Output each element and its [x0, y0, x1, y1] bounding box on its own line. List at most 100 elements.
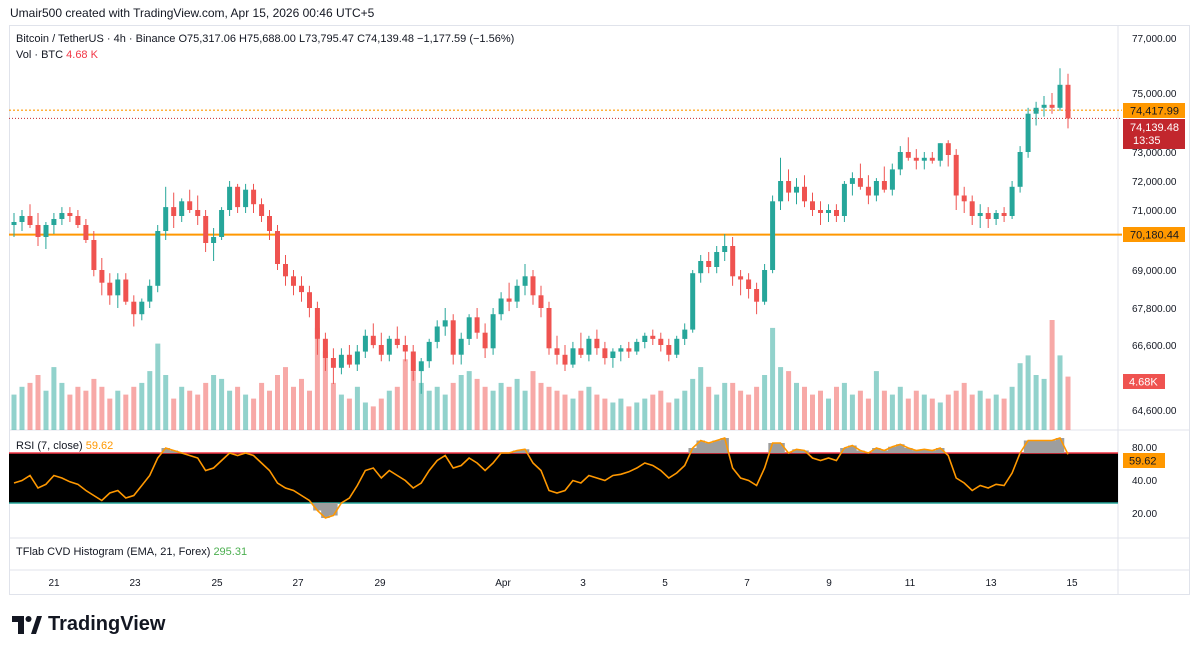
- volume-bar: [849, 394, 855, 430]
- tradingview-logo[interactable]: TradingView: [12, 613, 165, 636]
- volume-bar: [418, 382, 424, 430]
- candle: [51, 213, 57, 234]
- volume-bar: [754, 386, 760, 430]
- volume-bar: [921, 394, 927, 430]
- volume-bar: [586, 386, 592, 430]
- candle: [690, 270, 696, 333]
- candle: [754, 282, 760, 315]
- volume-bar: [658, 390, 664, 430]
- volume-bar: [394, 386, 400, 430]
- volume-bar: [810, 394, 815, 430]
- volume-bar: [865, 398, 871, 430]
- volume-badge: 4.68K: [1123, 374, 1165, 389]
- candle: [794, 178, 799, 205]
- candle: [841, 181, 847, 222]
- volume-bar: [322, 351, 328, 430]
- volume-bar: [35, 375, 41, 430]
- volume-bar: [490, 390, 496, 430]
- volume-bar: [1049, 320, 1055, 430]
- rsi-legend[interactable]: RSI (7, close) 59.62: [16, 440, 113, 452]
- volume-bar: [538, 382, 544, 430]
- volume-bar: [642, 398, 648, 430]
- volume-bar: [11, 394, 17, 430]
- candle: [610, 348, 616, 368]
- candle: [586, 335, 592, 362]
- volume-bar: [147, 371, 153, 430]
- candle: [746, 273, 752, 299]
- symbol-legend[interactable]: Bitcoin / TetherUS · 4h · Binance O75,31…: [16, 33, 514, 45]
- candle: [1033, 101, 1039, 126]
- cvd-legend[interactable]: TFlab CVD Histogram (EMA, 21, Forex) 295…: [16, 546, 247, 558]
- candle: [322, 332, 328, 371]
- volume-bar: [267, 390, 272, 430]
- candle: [570, 341, 576, 368]
- volume-bar: [155, 343, 161, 430]
- candle: [155, 225, 161, 293]
- tradingview-logo-text: TradingView: [48, 613, 166, 635]
- candle: [634, 338, 640, 355]
- candle: [810, 192, 815, 216]
- volume-legend[interactable]: Vol · BTC 4.68 K: [16, 49, 98, 61]
- candle: [506, 282, 512, 312]
- candle: [865, 175, 871, 205]
- candle: [937, 143, 943, 167]
- volume-bar: [426, 390, 432, 430]
- volume-bar: [259, 382, 265, 430]
- volume-bar: [562, 394, 568, 430]
- candle: [722, 234, 728, 261]
- candle: [67, 207, 73, 222]
- candle: [985, 207, 991, 228]
- candle: [522, 264, 528, 296]
- date-tick-label: 21: [48, 578, 60, 589]
- volume-bar: [762, 375, 768, 430]
- volume-bar: [786, 371, 792, 430]
- volume-bar: [474, 378, 480, 430]
- volume-bar: [618, 398, 624, 430]
- volume-bar: [410, 371, 416, 430]
- volume-bar: [187, 390, 193, 430]
- date-tick-label: 3: [580, 578, 586, 589]
- candle: [418, 358, 424, 394]
- candle: [682, 323, 688, 345]
- candle: [394, 326, 400, 349]
- volume-bar: [307, 390, 312, 430]
- candle: [889, 163, 895, 196]
- volume-bar: [602, 398, 608, 430]
- volume-bar: [1065, 376, 1071, 430]
- candle: [953, 149, 959, 210]
- candle: [706, 252, 712, 274]
- volume-bar: [107, 398, 113, 430]
- candle: [235, 183, 241, 213]
- candle: [243, 183, 249, 213]
- candle: [594, 329, 600, 355]
- chart-credit: Umair500 created with TradingView.com, A…: [10, 6, 375, 20]
- candle: [626, 341, 632, 358]
- volume-bar: [826, 398, 831, 430]
- volume-bar: [91, 378, 97, 430]
- volume-bar: [27, 382, 33, 430]
- candle: [227, 181, 233, 216]
- candle: [1065, 73, 1071, 129]
- volume-bar: [442, 394, 448, 430]
- volume-bar: [794, 382, 799, 430]
- volume-bar: [897, 386, 903, 430]
- candle: [945, 140, 951, 167]
- price-tick-label: 69,000.00: [1132, 266, 1177, 277]
- volume-bar: [243, 394, 249, 430]
- volume-bar: [203, 382, 209, 430]
- candle: [139, 298, 145, 321]
- candle: [370, 323, 376, 349]
- candle: [546, 301, 552, 355]
- candle: [27, 204, 33, 228]
- price-tick-label: 72,000.00: [1132, 177, 1177, 188]
- candle: [163, 186, 169, 240]
- countdown-text: 13:35: [1133, 135, 1161, 147]
- volume-bar: [1041, 378, 1047, 430]
- date-tick-label: 5: [662, 578, 668, 589]
- candle: [59, 207, 65, 225]
- volume-bar: [354, 386, 360, 430]
- close-value: 74,139.48: [365, 33, 414, 45]
- price-tick-label: 73,000.00: [1132, 148, 1177, 159]
- level-badge-upper-bg: [1123, 103, 1185, 118]
